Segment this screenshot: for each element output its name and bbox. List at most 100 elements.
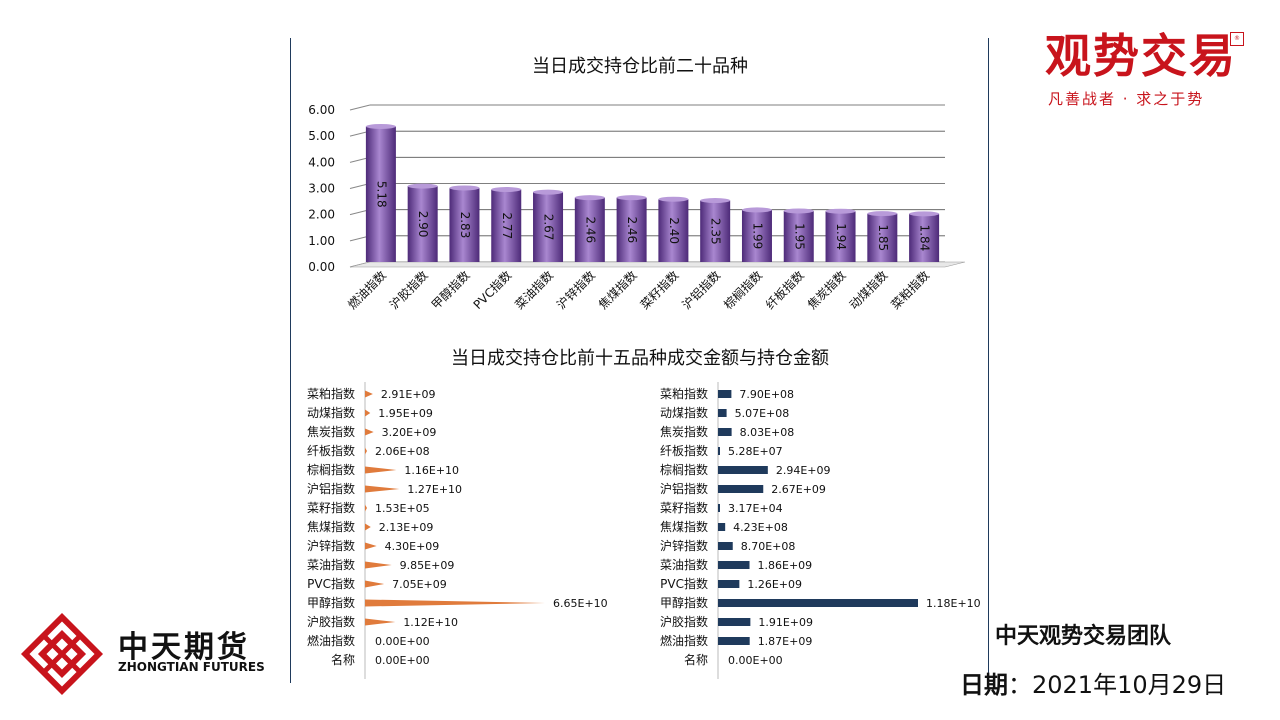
brand-logo-title: 观势交易 bbox=[1045, 29, 1237, 83]
bar-value-label: 2.46 bbox=[583, 216, 597, 243]
bar-value-label: 1.84 bbox=[918, 225, 932, 252]
bar-value-label: 1.18E+10 bbox=[926, 597, 981, 610]
cone-bar bbox=[365, 390, 373, 398]
turnover-ratio-bar-chart: 当日成交持仓比前二十品种 0.00 1.00 2.00 3.00 4.00 5.00 6.0… bbox=[308, 56, 966, 313]
position-amount-chart: 菜粕指数 7.90E+08 动煤指数 5.07E+08 焦炭指数 8.03E+08 纤板指数… bbox=[660, 382, 981, 679]
category-label: 沪铝指数 bbox=[660, 481, 708, 496]
x-tick-label: 焦炭指数 bbox=[804, 268, 849, 313]
bar-value-label: 8.03E+08 bbox=[740, 426, 795, 439]
bar bbox=[909, 213, 940, 262]
bar bbox=[574, 197, 605, 262]
bar-value-label: 2.91E+09 bbox=[381, 388, 436, 401]
category-label: PVC指数 bbox=[307, 576, 355, 591]
bar bbox=[700, 200, 731, 262]
bar-value-label: 5.07E+08 bbox=[735, 407, 790, 420]
cone-bar bbox=[365, 485, 400, 493]
bar-value-label: 6.65E+10 bbox=[553, 597, 608, 610]
bar-value-label: 2.83 bbox=[458, 212, 472, 239]
bar-value-label: 4.23E+08 bbox=[733, 521, 788, 534]
category-label: 甲醇指数 bbox=[307, 595, 355, 610]
bar bbox=[449, 187, 480, 262]
gridline-depth bbox=[349, 104, 371, 111]
bar-value-label: 2.06E+08 bbox=[375, 445, 430, 458]
x-tick-label: 甲醇指数 bbox=[428, 268, 473, 313]
category-label: 甲醇指数 bbox=[660, 595, 708, 610]
bar-value-label: 0.00E+00 bbox=[728, 654, 783, 667]
bar-value-label: 2.67 bbox=[542, 214, 556, 241]
cone-bar bbox=[365, 542, 377, 550]
company-logo bbox=[20, 612, 104, 696]
category-label: PVC指数 bbox=[660, 576, 708, 591]
bar-cap bbox=[909, 211, 940, 217]
bar bbox=[718, 618, 751, 626]
cone-bar bbox=[365, 599, 545, 607]
amount-section-title: 当日成交持仓比前十五品种成交金额与持仓金额 bbox=[451, 348, 829, 369]
cone-bar bbox=[365, 580, 385, 588]
y-tick-label: 2.00 bbox=[308, 208, 335, 222]
cone-bar bbox=[365, 504, 367, 512]
x-tick-label: 菜油指数 bbox=[512, 268, 557, 313]
category-label: 名称 bbox=[331, 652, 355, 667]
bar-cap bbox=[658, 196, 689, 202]
bar-value-label: 2.46 bbox=[625, 216, 639, 243]
bar-cap bbox=[741, 207, 772, 213]
bar-value-label: 2.94E+09 bbox=[776, 464, 831, 477]
cone-bar bbox=[365, 561, 392, 569]
bar bbox=[718, 504, 720, 512]
bar bbox=[718, 409, 727, 417]
y-tick-label: 5.00 bbox=[308, 129, 335, 143]
bar bbox=[718, 599, 918, 607]
left-frame-line bbox=[290, 38, 291, 683]
bar-value-label: 1.94 bbox=[834, 223, 848, 250]
category-label: 沪铝指数 bbox=[307, 481, 355, 496]
bar-value-label: 3.17E+04 bbox=[728, 502, 783, 515]
bar-value-label: 2.13E+09 bbox=[379, 521, 434, 534]
bar-value-label: 2.67E+09 bbox=[771, 483, 826, 496]
bar-cap bbox=[700, 198, 731, 204]
bar-value-label: 5.18 bbox=[374, 181, 388, 208]
bar-value-label: 5.28E+07 bbox=[728, 445, 783, 458]
bar bbox=[718, 390, 732, 398]
bar-cap bbox=[574, 195, 605, 201]
category-label: 纤板指数 bbox=[307, 443, 355, 458]
category-label: 菜粕指数 bbox=[307, 386, 355, 401]
bar bbox=[718, 561, 750, 569]
bar-value-label: 1.95 bbox=[792, 223, 806, 250]
bar-value-label: 1.26E+09 bbox=[747, 578, 802, 591]
bar bbox=[491, 189, 522, 262]
category-label: 菜油指数 bbox=[660, 557, 708, 572]
bar-cap bbox=[783, 208, 814, 214]
category-label: 沪胶指数 bbox=[660, 614, 708, 629]
chart-bars: 5.18 2.90 2.83 2.77 2.67 2.46 2.46 2.40 2.35 1.99… bbox=[365, 123, 940, 262]
category-label: 纤板指数 bbox=[660, 443, 708, 458]
date-label: 日期 bbox=[960, 671, 1008, 699]
bar-value-label: 1.99 bbox=[750, 223, 764, 250]
category-label: 棕榈指数 bbox=[660, 462, 708, 477]
y-tick-label: 1.00 bbox=[308, 234, 335, 248]
category-label: 沪锌指数 bbox=[660, 538, 708, 553]
bar-value-label: 0.00E+00 bbox=[375, 635, 430, 648]
bar-cap bbox=[533, 189, 564, 195]
category-label: 棕榈指数 bbox=[307, 462, 355, 477]
bar-value-label: 1.86E+09 bbox=[758, 559, 813, 572]
bar-cap bbox=[365, 123, 396, 129]
x-tick-label: 菜籽指数 bbox=[637, 268, 682, 313]
category-label: 动煤指数 bbox=[307, 405, 355, 420]
bar-value-label: 1.12E+10 bbox=[403, 616, 458, 629]
x-tick-label: 动煤指数 bbox=[846, 268, 891, 313]
bar-value-label: 8.70E+08 bbox=[741, 540, 796, 553]
bar bbox=[718, 428, 732, 436]
category-label: 菜粕指数 bbox=[660, 386, 708, 401]
bar-value-label: 4.30E+09 bbox=[385, 540, 440, 553]
bar bbox=[718, 466, 768, 474]
x-tick-label: 焦煤指数 bbox=[595, 268, 640, 313]
bar-value-label: 2.90 bbox=[416, 211, 430, 238]
x-tick-label: 燃油指数 bbox=[344, 268, 389, 313]
bar-cap bbox=[449, 185, 480, 191]
category-label: 菜籽指数 bbox=[660, 500, 708, 515]
bar-cap bbox=[616, 195, 647, 201]
right-frame-line bbox=[988, 38, 989, 683]
bar bbox=[718, 580, 740, 588]
bar bbox=[718, 542, 733, 550]
category-label: 焦炭指数 bbox=[307, 424, 355, 439]
